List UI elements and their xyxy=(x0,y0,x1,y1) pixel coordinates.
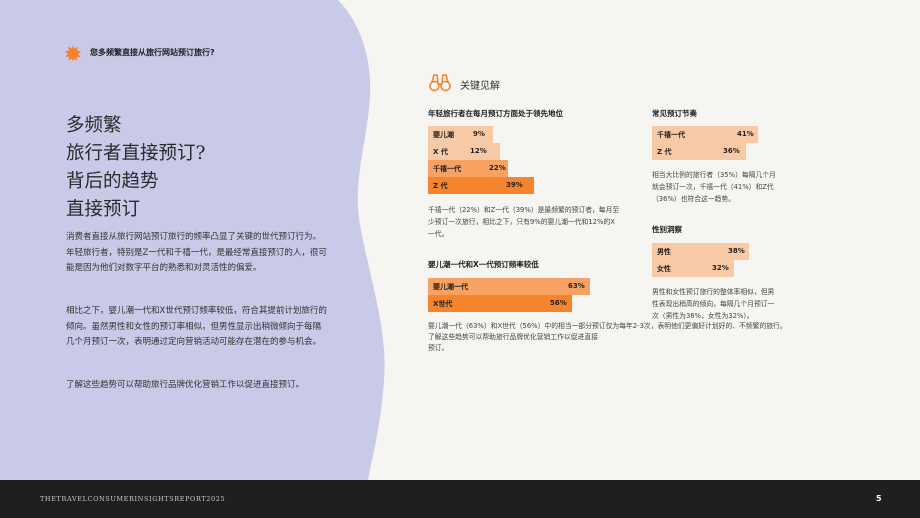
binoculars-icon xyxy=(429,74,451,92)
bar-label: 婴儿潮 xyxy=(433,131,454,139)
bar-older-0: 婴儿潮一代 63% xyxy=(428,278,590,295)
section-note-gender: 男性和女性预订旅行的整体率相似，但男性表现出稍高的倾向，每隔几个月预订一次（男性… xyxy=(652,288,775,320)
bar-label: X世代 xyxy=(433,300,453,308)
bar-label: X 代 xyxy=(433,148,448,156)
title-line: 多频繁 xyxy=(66,115,122,136)
bar-value: 41% xyxy=(737,130,754,138)
bar-rhythm-0: 千禧一代 41% xyxy=(652,126,758,143)
section-title-rhythm: 常见预订节奏 xyxy=(652,109,697,118)
section-title-older: 婴儿潮一代和X一代预订频率较低 xyxy=(428,260,539,269)
body-paragraph: 了解这些趋势可以帮助旅行品牌优化营销工作以促进直接预订。 xyxy=(66,380,305,390)
bar-value: 12% xyxy=(470,147,487,155)
section-note-older-extra: 了解这些趋势可以帮助旅行品牌优化营销工作以促进直接预订。 xyxy=(428,333,598,352)
section-note-older: 婴儿潮一代（63%）和X世代（56%）中的相当一部分预订仅为每年2-3次，表明他… xyxy=(428,322,787,330)
lavender-background-shape xyxy=(0,0,385,480)
bar-young-1: X 代 12% xyxy=(428,143,500,160)
bar-young-2: 千禧一代 22% xyxy=(428,160,508,177)
section-title-young: 年轻旅行者在每月预订方面处于领先地位 xyxy=(428,109,563,118)
bar-older-1: X世代 56% xyxy=(428,295,572,312)
body-paragraph: 相比之下，婴儿潮一代和X世代预订频率较低，符合其提前计划旅行的倾向。虽然男性和女… xyxy=(66,306,327,347)
bar-label: 男性 xyxy=(657,248,671,256)
bar-gender-1: 女性 32% xyxy=(652,260,734,277)
footer-report-name: THETRAVELCONSUMERINSIGHTSREPORT2025 xyxy=(40,495,226,503)
section-note-young: 千禧一代（22%）和Z一代（39%）是最频繁的预订者，每月至少预订一次旅行，相比… xyxy=(428,206,620,238)
bar-label: Z 代 xyxy=(433,182,448,190)
bar-label: 女性 xyxy=(657,265,671,273)
bar-value: 36% xyxy=(723,147,740,155)
sun-burst-icon xyxy=(64,44,82,62)
title-line: 直接预订 xyxy=(66,199,141,220)
bar-label: 千禧一代 xyxy=(657,131,685,139)
footer-bar xyxy=(0,480,920,518)
bar-value: 9% xyxy=(473,130,485,138)
bar-label: 婴儿潮一代 xyxy=(433,283,468,291)
bar-value: 39% xyxy=(506,181,523,189)
bar-rhythm-1: Z 代 36% xyxy=(652,143,746,160)
bar-value: 38% xyxy=(728,247,745,255)
title-line: 背后的趋势 xyxy=(66,171,159,192)
section-title-gender: 性别洞察 xyxy=(652,225,682,234)
bar-young-0: 婴儿潮 9% xyxy=(428,126,493,143)
section-note-rhythm: 相当大比例的旅行者（35%）每隔几个月就会预订一次，千禧一代（41%）和Z代（3… xyxy=(652,171,776,203)
bar-label: 千禧一代 xyxy=(433,165,461,173)
header-question: 您多频繁直接从旅行网站预订旅行? xyxy=(90,48,215,57)
body-paragraph: 消费者直接从旅行网站预订旅行的频率凸显了关键的世代预订行为。年轻旅行者，特别是Z… xyxy=(66,232,327,273)
bar-value: 56% xyxy=(550,299,567,307)
title-line: 旅行者直接预订? xyxy=(66,143,206,164)
bar-value: 32% xyxy=(712,264,729,272)
bar-gender-0: 男性 38% xyxy=(652,243,749,260)
page-number: 5 xyxy=(876,494,882,503)
key-findings-label: 关键见解 xyxy=(460,81,500,92)
page-title: 多频繁 旅行者直接预订? 背后的趋势 直接预订 xyxy=(66,112,306,224)
bar-value: 22% xyxy=(489,164,506,172)
bar-value: 63% xyxy=(568,282,585,290)
bar-label: Z 代 xyxy=(657,148,672,156)
bar-young-3: Z 代 39% xyxy=(428,177,534,194)
